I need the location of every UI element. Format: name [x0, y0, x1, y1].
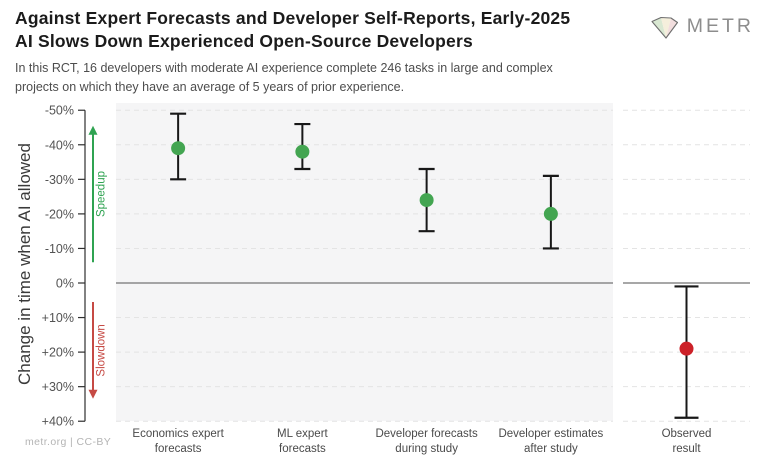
subtitle-line-1: In this RCT, 16 developers with moderate…	[15, 61, 553, 75]
category-label: Developer forecasts during study	[375, 428, 478, 455]
attribution-footer: metr.org | CC-BY	[25, 436, 112, 448]
metr-logo-icon	[651, 16, 678, 39]
slowdown-label: Slowdown	[96, 324, 108, 376]
y-tick-label: -20%	[45, 207, 74, 221]
slowdown-arrow-head	[88, 389, 98, 399]
data-point	[543, 206, 558, 221]
forecast-vs-observed-chart: -50% -40% -30% -20% -10% 0% +10% +20% +30% +40% Ch…	[15, 103, 750, 455]
chart-subtitle: In this RCT, 16 developers with moderate…	[15, 59, 553, 97]
category-label: Observed result	[662, 428, 712, 455]
metr-logo: METR	[649, 13, 754, 40]
y-tick-label: +30%	[42, 380, 74, 394]
page-title: Against Expert Forecasts and Developer S…	[15, 7, 570, 53]
category-label: ML expert forecasts	[277, 428, 329, 455]
speedup-label: Speedup	[96, 171, 108, 217]
metr-wordmark: METR	[686, 15, 754, 37]
data-point	[171, 141, 186, 156]
title-line-1: Against Expert Forecasts and Developer S…	[15, 8, 571, 28]
y-tick-label: -30%	[45, 173, 74, 187]
title-line-2: AI Slows Down Experienced Open-Source De…	[15, 31, 473, 51]
data-point	[419, 193, 434, 208]
y-tick-label: -40%	[45, 138, 74, 152]
y-tick-label: -10%	[45, 242, 74, 256]
forecast-panel-background	[116, 103, 613, 421]
category-label: Developer estimates after study	[498, 428, 603, 455]
data-point	[295, 144, 310, 159]
y-tick-label: +10%	[42, 311, 74, 325]
y-tick-label: 0%	[56, 277, 74, 291]
y-tick-label: -50%	[45, 104, 74, 118]
speedup-arrow-head	[88, 125, 98, 135]
y-tick-label: +20%	[42, 346, 74, 360]
data-point	[679, 341, 694, 356]
subtitle-line-2: projects on which they have an average o…	[15, 80, 405, 94]
y-tick-label: +40%	[42, 415, 74, 429]
y-axis-title: Change in time when AI allowed	[15, 143, 34, 385]
category-label: Economics expert forecasts	[132, 428, 224, 455]
